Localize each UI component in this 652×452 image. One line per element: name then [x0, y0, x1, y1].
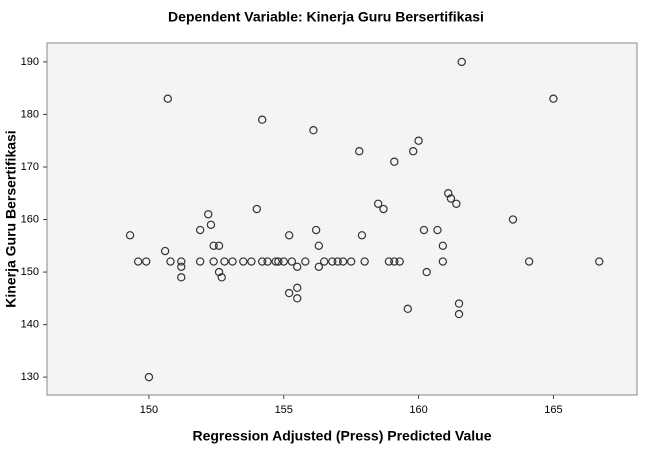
x-tick-label: 165 — [544, 404, 562, 416]
point — [390, 257, 399, 266]
point — [177, 257, 186, 266]
point — [274, 257, 283, 266]
point — [524, 257, 534, 266]
point — [125, 231, 135, 240]
point — [357, 231, 367, 240]
point — [454, 299, 464, 308]
chart-title: Dependent Variable: Kinerja Guru Bersert… — [168, 9, 484, 25]
point — [457, 57, 466, 67]
point — [320, 257, 329, 266]
point — [454, 309, 464, 319]
point — [338, 257, 348, 266]
point — [549, 94, 558, 103]
y-tick-label: 170 — [21, 161, 39, 173]
point — [144, 372, 154, 382]
point — [438, 241, 448, 250]
point — [257, 115, 267, 124]
point — [438, 257, 448, 266]
point — [160, 246, 170, 256]
x-tick-label: 160 — [409, 404, 427, 416]
point — [279, 257, 288, 266]
point — [217, 273, 226, 282]
point — [177, 262, 186, 272]
point — [408, 147, 418, 156]
point — [293, 283, 302, 293]
point — [195, 225, 205, 235]
point — [446, 194, 456, 203]
point — [204, 210, 213, 219]
point — [163, 94, 173, 103]
point — [228, 257, 237, 266]
point — [247, 257, 256, 266]
point — [390, 157, 399, 166]
y-tick-label: 150 — [21, 266, 39, 278]
x-tick-label: 155 — [275, 404, 293, 416]
point — [133, 257, 143, 266]
x-axis-label: Regression Adjusted (Press) Predicted Va… — [192, 428, 491, 444]
point — [239, 257, 248, 266]
point — [301, 257, 310, 266]
point — [314, 241, 324, 250]
point — [284, 231, 294, 240]
point — [263, 257, 272, 266]
point — [206, 220, 216, 229]
x-tick-label: 150 — [140, 404, 158, 416]
point — [177, 273, 186, 282]
point — [414, 136, 423, 145]
point — [595, 257, 604, 266]
point — [360, 257, 369, 266]
point — [314, 262, 324, 272]
point — [422, 267, 431, 277]
point — [142, 257, 151, 266]
point — [419, 225, 429, 235]
point — [209, 241, 218, 250]
y-tick-label: 130 — [21, 371, 39, 383]
point — [284, 288, 294, 298]
point — [433, 225, 442, 235]
point — [395, 257, 404, 266]
y-tick-label: 160 — [21, 213, 39, 225]
point — [452, 199, 461, 208]
point — [293, 262, 302, 272]
point — [209, 257, 218, 266]
point — [309, 126, 318, 135]
point — [379, 204, 388, 214]
point — [293, 294, 302, 303]
point — [384, 257, 394, 266]
point — [214, 241, 224, 250]
y-tick-label: 190 — [21, 56, 39, 68]
point — [373, 199, 383, 208]
point — [328, 257, 337, 266]
point — [257, 257, 267, 266]
point — [220, 257, 229, 266]
y-tick-label: 180 — [21, 108, 39, 120]
plot-area — [46, 42, 638, 396]
point — [287, 257, 297, 266]
point — [252, 204, 261, 214]
y-tick-label: 140 — [21, 319, 39, 331]
point — [311, 225, 321, 235]
point — [271, 257, 280, 266]
point — [355, 147, 364, 156]
point — [346, 257, 356, 266]
y-axis-label: Kinerja Guru Bersertifikasi — [3, 130, 19, 307]
point — [195, 257, 205, 266]
point — [166, 257, 175, 266]
point — [508, 215, 518, 224]
point — [333, 257, 342, 266]
point — [403, 304, 412, 314]
